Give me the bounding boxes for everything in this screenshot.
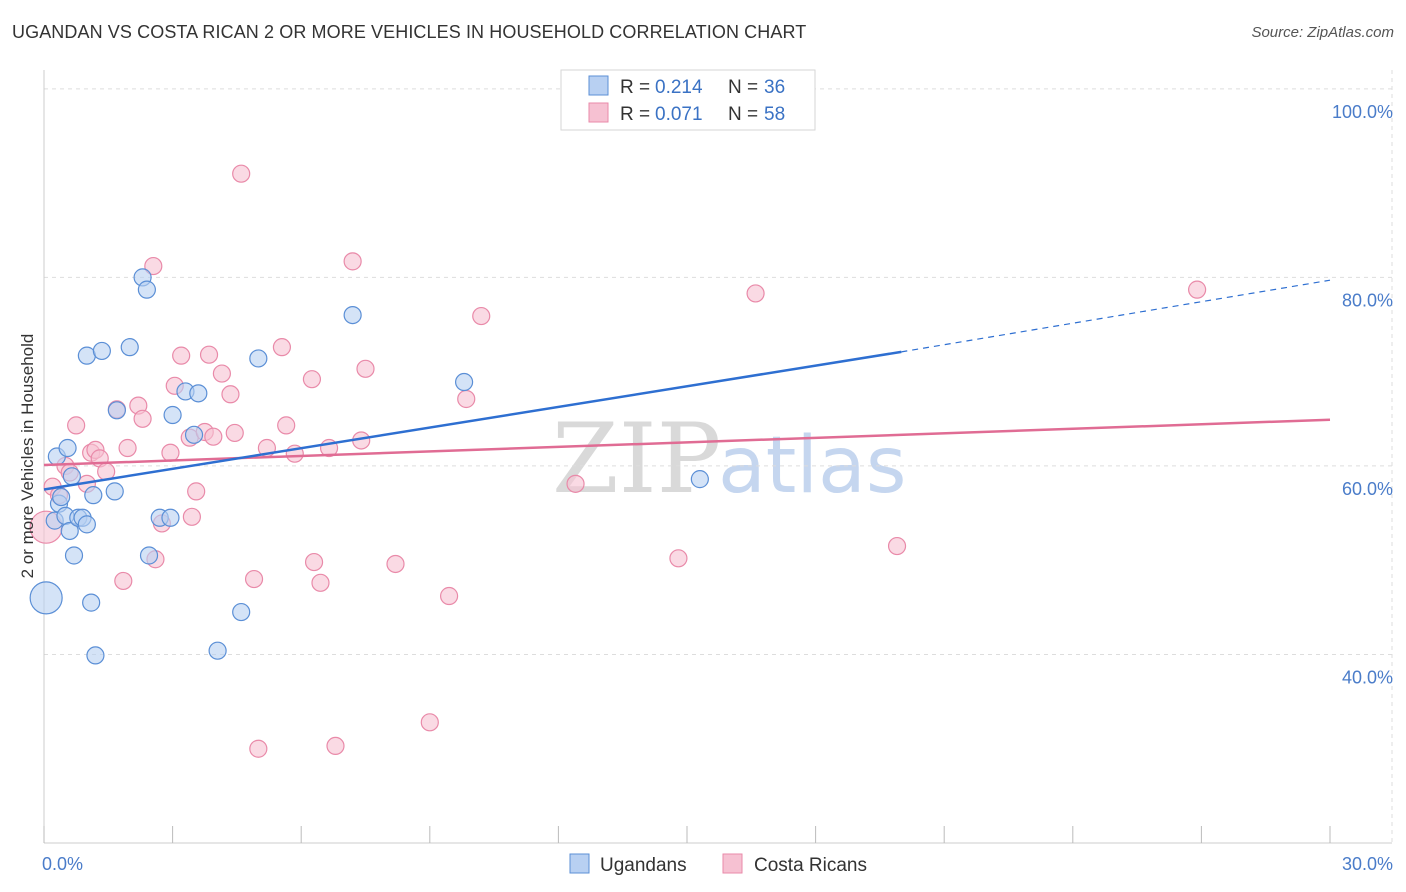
y-tick-label-1: 80.0% (1342, 290, 1393, 310)
costa-rican-point-43 (343, 252, 362, 271)
ugandan-point-33 (343, 305, 362, 325)
trend-lines (43, 279, 1331, 491)
costa-rican-point-33 (249, 739, 268, 758)
ugandan-point-13 (82, 593, 101, 612)
ugandan-point-29 (184, 425, 204, 444)
bottom-legend-label-ugandans: Ugandans (600, 855, 687, 876)
ugandan-point-12 (77, 515, 96, 534)
costa-rican-point-30 (225, 423, 244, 443)
legend-r-label-1: R = (620, 77, 650, 98)
costa-rican-point-46 (386, 554, 405, 574)
costa-rican-point-5 (67, 416, 86, 435)
legend-n-value-2: 58 (764, 104, 785, 125)
costa-rican-point-38 (302, 370, 322, 389)
legend-r-label-2: R = (620, 104, 650, 125)
costa-rican-point-49 (457, 389, 476, 409)
ugandan-point-30 (208, 641, 227, 660)
costa-rican-point-50 (472, 306, 491, 326)
legend-swatch-costa-ricans (588, 102, 609, 123)
costa-rican-point-32 (244, 569, 264, 589)
costa-rican-point-19 (161, 443, 180, 462)
costa-rican-point-48 (439, 586, 459, 606)
bottom-legend-label-costa-ricans: Costa Ricans (754, 855, 867, 876)
axes (43, 70, 1392, 844)
ugandan-point-35 (690, 470, 709, 489)
ugandan-point-15 (86, 646, 105, 665)
costa-rican-point-24 (187, 482, 206, 501)
costa-rican-point-13 (118, 438, 137, 458)
legend-n-value-1: 36 (764, 77, 785, 98)
chart-title: UGANDAN VS COSTA RICAN 2 OR MORE VEHICLE… (12, 22, 807, 42)
ugandan-point-26 (163, 405, 182, 425)
ugandan-point-6 (58, 438, 77, 458)
costa-rican-trend-line (43, 418, 1331, 467)
legend-swatch-ugandans (588, 75, 609, 96)
legend-n-label-1: N = (728, 77, 758, 98)
costa-rican-point-47 (420, 713, 439, 732)
series-legend: Ugandans Costa Ricans (569, 853, 867, 876)
x-tick-label-1: 30.0% (1342, 854, 1393, 874)
costa-rican-point-55 (1188, 280, 1207, 299)
ugandan-point-20 (120, 338, 139, 357)
ugandan-point-16 (77, 346, 96, 365)
costa-rican-point-29 (221, 385, 240, 404)
costa-rican-point-27 (204, 427, 223, 446)
legend-r-value-2: 0.071 (655, 104, 703, 125)
ugandan-point-32 (249, 349, 268, 368)
bottom-legend-swatch-costa-ricans (722, 853, 743, 874)
costa-rican-points (29, 164, 1207, 758)
y-tick-label-0: 100.0% (1332, 102, 1393, 122)
legend-n-label-2: N = (728, 104, 758, 125)
ugandan-point-34 (454, 372, 474, 392)
legend-r-value-1: 0.214 (655, 77, 703, 98)
ugandan-trend-extension (901, 279, 1331, 353)
ugandan-point-23 (139, 546, 159, 565)
ugandan-point-8 (62, 467, 81, 486)
ugandan-points (29, 268, 709, 665)
costa-rican-point-54 (887, 536, 907, 556)
costa-rican-point-28 (212, 364, 231, 383)
x-tick-label-0: 0.0% (42, 854, 83, 874)
ugandan-point-7 (60, 521, 79, 541)
bottom-legend-swatch-ugandans (569, 853, 590, 874)
costa-rican-point-45 (356, 359, 375, 378)
ugandan-trend-line (43, 350, 902, 491)
costa-rican-point-16 (144, 256, 163, 276)
ugandan-point-19 (107, 401, 126, 420)
source-credit: Source: ZipAtlas.com (1251, 24, 1394, 41)
costa-rican-point-23 (182, 507, 201, 526)
ugandan-point-31 (232, 602, 251, 622)
ugandan-point-14 (84, 486, 103, 505)
ugandan-point-22 (137, 280, 156, 299)
costa-rican-point-15 (133, 409, 152, 428)
costa-rican-point-52 (669, 549, 688, 568)
costa-rican-point-53 (746, 284, 765, 303)
watermark-zip: ZIP (552, 403, 721, 515)
costa-rican-point-31 (232, 164, 251, 183)
y-tick-label-2: 60.0% (1342, 479, 1393, 499)
ugandan-point-4 (52, 487, 71, 507)
costa-rican-point-51 (566, 474, 585, 493)
y-tick-label-3: 40.0% (1342, 667, 1393, 687)
costa-rican-point-21 (172, 346, 191, 365)
y-axis-label: 2 or more Vehicles in Household (18, 334, 37, 579)
y-tick-labels: 100.0% 80.0% 60.0% 40.0% (1332, 102, 1393, 688)
costa-rican-point-39 (304, 552, 324, 572)
ugandan-point-28 (189, 384, 208, 403)
x-tick-labels: 0.0% 30.0% (42, 854, 1393, 874)
ugandan-point-18 (105, 482, 124, 501)
costa-rican-point-35 (272, 338, 292, 357)
costa-rican-point-42 (326, 736, 345, 756)
ugandan-point-9 (64, 546, 84, 565)
costa-rican-point-12 (114, 571, 133, 591)
ugandan-point-0 (29, 581, 63, 615)
costa-rican-point-26 (199, 345, 219, 364)
gridlines (44, 70, 1393, 843)
ugandan-point-25 (161, 508, 180, 527)
correlation-legend: R = 0.214 N = 36 R = 0.071 N = 58 (560, 69, 816, 131)
costa-rican-point-36 (277, 416, 296, 435)
costa-rican-point-40 (311, 573, 330, 592)
ugandan-point-17 (92, 341, 111, 361)
